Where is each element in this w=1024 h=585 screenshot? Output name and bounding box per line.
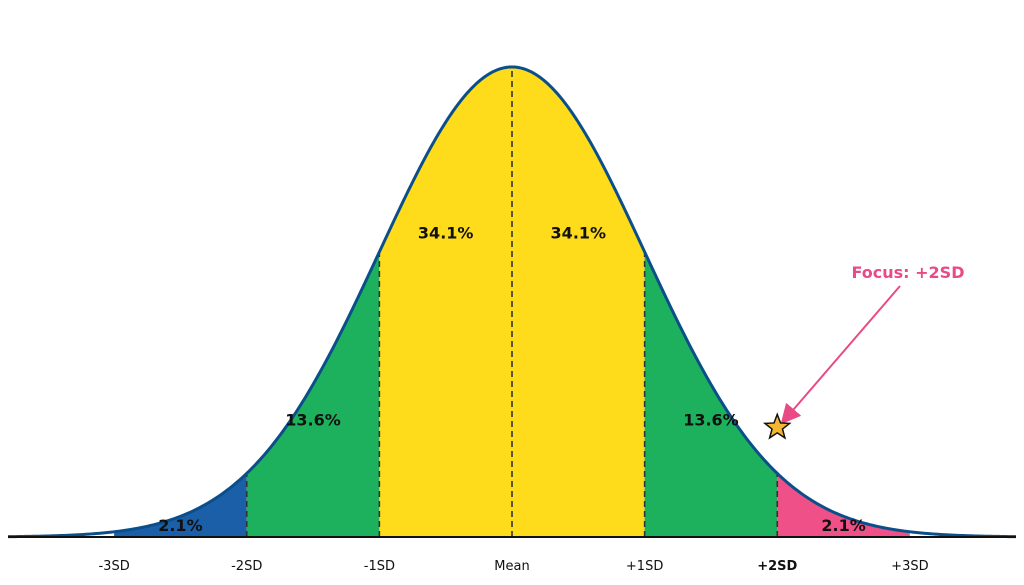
x-tick-labels: -3SD -2SD -1SD Mean +1SD +2SD +3SD	[98, 559, 928, 574]
x-tick-label-2: -1SD	[364, 559, 395, 574]
bell-curve-line	[7, 65, 1017, 539]
bell-curve	[7, 65, 1017, 539]
region-fill-1	[114, 473, 247, 537]
region-fill-7	[909, 531, 1016, 537]
x-tick-label-1: -2SD	[231, 559, 262, 574]
region-label-1: 2.1%	[158, 516, 202, 535]
region-fill-0	[8, 531, 115, 537]
region-label-6: 2.1%	[821, 516, 865, 535]
region-label-2: 13.6%	[285, 411, 341, 430]
sd-divider-lines	[245, 66, 779, 537]
annotation-arrow	[780, 285, 901, 425]
region-fill-3	[379, 66, 512, 537]
region-label-3: 34.1%	[418, 223, 474, 242]
region-label-4: 34.1%	[551, 223, 607, 242]
x-tick-label-5: +2SD	[757, 559, 797, 574]
x-tick-label-6: +3SD	[891, 559, 928, 574]
annotation-text: Focus: +2SD	[852, 263, 965, 282]
x-tick-label-4: +1SD	[626, 559, 663, 574]
region-fill-4	[512, 66, 645, 537]
region-labels: 2.1% 13.6% 34.1% 34.1% 13.6% 2.1%	[158, 223, 866, 535]
star-icon	[762, 412, 792, 440]
focus-annotation: Focus: +2SD	[762, 263, 965, 440]
region-label-5: 13.6%	[683, 411, 739, 430]
x-tick-label-3: Mean	[494, 559, 529, 574]
region-fill-6	[777, 473, 910, 537]
x-tick-label-0: -3SD	[98, 559, 129, 574]
